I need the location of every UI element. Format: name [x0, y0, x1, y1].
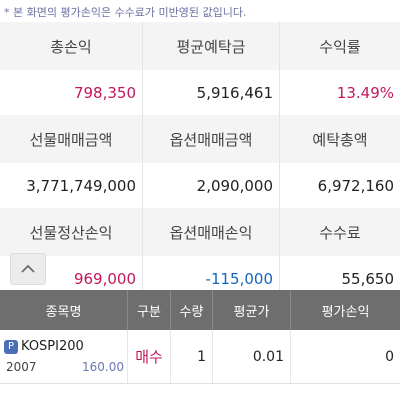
label-total-pnl: 총손익: [0, 22, 143, 70]
item-name: KOSPI200: [21, 339, 84, 354]
label-total-deposit: 예탁총액: [312, 130, 368, 149]
label-return-rate: 수익률: [319, 37, 361, 56]
label-avg-deposit: 평균예탁금: [143, 22, 280, 70]
value-options-trade-pnl: -115,000: [143, 256, 280, 301]
label-commission: 수수료: [319, 223, 361, 242]
header-side: 구분: [128, 290, 171, 330]
label-futures-settlement-pnl: 선물정산손익: [0, 208, 143, 256]
summary-panel: 총손익 평균예탁금 수익률 798,350 5,916,461 13.49% 선…: [0, 22, 400, 301]
value-options-trade-amount: 2,090,000: [143, 163, 280, 208]
summary-label-row-1: 총손익 평균예탁금 수익률: [0, 22, 400, 70]
product-badge-icon: P: [4, 339, 18, 354]
side-cell: 매수: [128, 330, 171, 383]
notice-text: * 본 화면의 평가손익은 수수료가 미반영된 값입니다.: [0, 0, 400, 22]
item-price: 160.00: [82, 360, 124, 374]
header-item-name: 종목명: [0, 290, 128, 330]
table-header: 종목명 구분 수량 평균가 평가손익: [0, 290, 400, 330]
item-name-cell: P KOSPI200 2007 160.00: [0, 330, 128, 383]
header-eval-pnl: 평가손익: [321, 304, 370, 320]
value-commission: 55,650: [341, 269, 395, 288]
header-quantity: 수량: [171, 290, 213, 330]
item-code: 2007: [6, 360, 37, 374]
collapse-button[interactable]: [10, 253, 46, 285]
summary-value-row-2: 3,771,749,000 2,090,000 6,972,160: [0, 163, 400, 208]
chevron-up-icon: [21, 264, 35, 273]
value-futures-trade-amount: 3,771,749,000: [0, 163, 143, 208]
value-futures-settlement-pnl: 969,000: [0, 256, 143, 301]
avg-price-cell: 0.01: [213, 330, 291, 383]
label-options-trade-amount: 옵션매매금액: [143, 115, 280, 163]
summary-value-row-1: 798,350 5,916,461 13.49%: [0, 70, 400, 115]
summary-label-row-3: 선물정산손익 옵션매매손익 수수료: [0, 208, 400, 256]
value-total-pnl: 798,350: [0, 70, 143, 115]
eval-pnl-cell: 0: [385, 348, 394, 365]
positions-table: 종목명 구분 수량 평균가 평가손익 P KOSPI200 2007 160.0…: [0, 290, 400, 384]
table-row[interactable]: P KOSPI200 2007 160.00 매수 1 0.01 0: [0, 330, 400, 384]
header-avg-price: 평균가: [213, 290, 291, 330]
value-return-rate: 13.49%: [336, 83, 394, 102]
label-futures-trade-amount: 선물매매금액: [0, 115, 143, 163]
value-avg-deposit: 5,916,461: [143, 70, 280, 115]
label-options-trade-pnl: 옵션매매손익: [143, 208, 280, 256]
value-total-deposit: 6,972,160: [317, 176, 394, 195]
quantity-cell: 1: [171, 330, 213, 383]
summary-label-row-2: 선물매매금액 옵션매매금액 예탁총액: [0, 115, 400, 163]
